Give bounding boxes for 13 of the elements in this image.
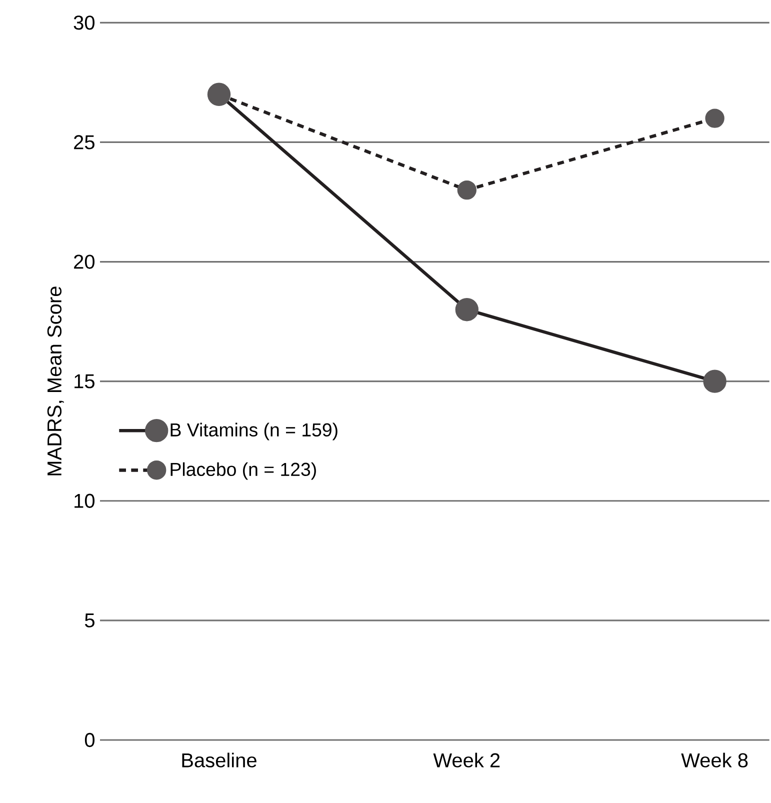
x-tick-label: Week 2 — [433, 752, 500, 768]
x-tick-label: Baseline — [182, 752, 256, 768]
legend-label: Placebo (n = 123) — [170, 462, 316, 480]
y-tick-label: 10 — [74, 494, 94, 508]
y-axis-title: MADRS, Mean Score — [47, 286, 64, 476]
x-tick-label: Week 8 — [681, 752, 748, 768]
y-tick-label: 30 — [74, 16, 94, 30]
y-tick-label: 0 — [84, 732, 94, 748]
y-tick-label: 25 — [74, 135, 94, 150]
y-tick-label: 15 — [74, 374, 94, 388]
y-tick-label: 5 — [84, 613, 94, 628]
y-tick-label: 20 — [74, 254, 94, 269]
legend-label: B Vitamins (n = 159) — [170, 422, 338, 440]
